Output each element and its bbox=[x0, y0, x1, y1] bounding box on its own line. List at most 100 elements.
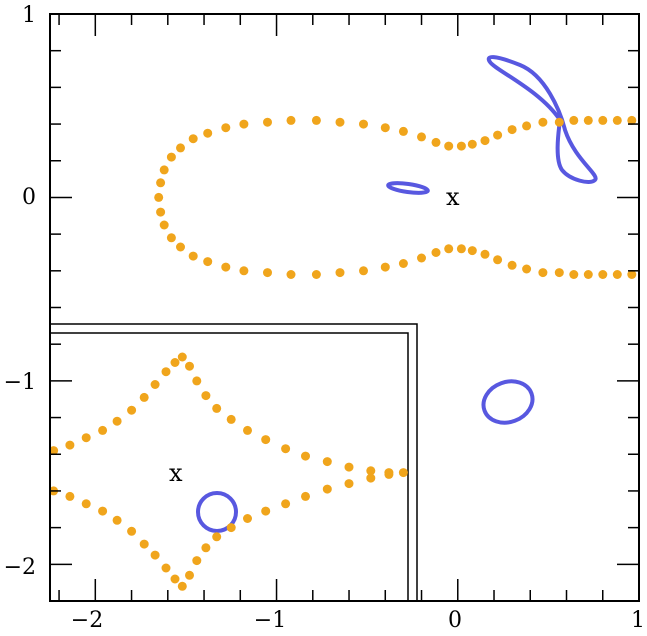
inset-caustic-point bbox=[112, 416, 122, 426]
caustic-point bbox=[263, 268, 272, 278]
inset-caustic-point bbox=[170, 358, 180, 367]
caustic-point bbox=[507, 260, 517, 270]
critical-curve-right-lower bbox=[481, 379, 535, 425]
inset-caustic-point bbox=[127, 526, 137, 536]
caustic-point bbox=[627, 115, 637, 125]
inset-caustic-point bbox=[261, 435, 271, 445]
inset-caustic-point bbox=[65, 491, 75, 501]
inset-frame-outer bbox=[50, 323, 418, 600]
inset-caustic-point bbox=[49, 446, 59, 456]
inset-caustic-point bbox=[185, 570, 194, 580]
inset-caustic-point bbox=[98, 506, 108, 516]
x-tick-label-0: 0 bbox=[448, 608, 462, 633]
y-tick-label-minus-2: −2 bbox=[4, 555, 36, 580]
y-tick-label-minus-1: −1 bbox=[4, 370, 36, 395]
inset-caustic-point bbox=[161, 563, 171, 573]
caustic-point bbox=[166, 152, 176, 162]
caustic-point bbox=[493, 130, 503, 140]
y-tick-label-0: 0 bbox=[22, 185, 36, 210]
critical-curves bbox=[196, 55, 598, 533]
critical-curve-loop-top-right bbox=[486, 55, 598, 184]
inset-caustic-point bbox=[112, 515, 122, 525]
caustic-point bbox=[467, 246, 477, 256]
inset-caustic-point bbox=[398, 468, 408, 478]
caustic-point bbox=[286, 270, 296, 279]
caustic-point bbox=[417, 132, 426, 142]
caustic-point bbox=[456, 244, 466, 254]
caustic-point bbox=[554, 268, 564, 278]
inset-frame-inner bbox=[50, 332, 409, 600]
caustic-point bbox=[431, 248, 441, 257]
caustic-point bbox=[263, 117, 272, 127]
inset-caustic-point bbox=[177, 581, 187, 591]
caustic-point bbox=[221, 262, 231, 272]
caustic-point bbox=[444, 244, 454, 254]
caustic-point bbox=[359, 266, 368, 276]
caustic-point bbox=[554, 117, 564, 127]
caustic-point bbox=[480, 249, 490, 259]
caustic-point bbox=[507, 125, 517, 135]
inset-caustic-point bbox=[170, 574, 180, 584]
source-marker-main: x bbox=[446, 183, 460, 211]
caustic-point bbox=[583, 115, 593, 125]
caustic-point bbox=[239, 119, 249, 129]
inset-caustic-point bbox=[81, 433, 91, 443]
caustic-point bbox=[598, 270, 608, 279]
critical-curve-inset bbox=[196, 491, 238, 533]
inset-caustic-point bbox=[301, 451, 310, 461]
y-tick-label-1: 1 bbox=[22, 3, 36, 28]
caustic-point bbox=[569, 270, 579, 279]
caustic-point bbox=[166, 233, 176, 243]
caustic-point bbox=[569, 115, 579, 125]
caustic-point bbox=[456, 141, 466, 151]
inset-caustic-point bbox=[384, 469, 394, 479]
inset-caustic-point bbox=[366, 473, 376, 483]
caustic-point bbox=[335, 268, 345, 278]
caustic-point bbox=[203, 257, 213, 267]
caustic-point bbox=[311, 270, 321, 279]
inset-caustic-point bbox=[185, 361, 194, 371]
caustic-point bbox=[176, 242, 185, 252]
inset-caustic-point bbox=[243, 514, 252, 523]
inset-caustic-point bbox=[366, 466, 376, 476]
caustic-point bbox=[612, 270, 622, 279]
x-tick-label-1: 1 bbox=[631, 608, 645, 633]
inset-caustic-point bbox=[139, 539, 149, 549]
inset-caustic-point bbox=[177, 352, 187, 362]
caustic-point bbox=[159, 165, 169, 175]
caustic-point bbox=[156, 178, 166, 188]
inset-caustic-point bbox=[212, 403, 222, 413]
inset-caustic-point bbox=[344, 479, 354, 489]
caustic-main bbox=[154, 115, 637, 279]
caustic-point bbox=[359, 119, 368, 129]
caustic-point bbox=[417, 253, 426, 263]
inset-caustic-point bbox=[192, 556, 202, 566]
caustic-point bbox=[493, 255, 503, 265]
inset-caustic-point bbox=[139, 392, 149, 402]
caustic-point bbox=[398, 126, 408, 136]
caustic-point bbox=[398, 259, 408, 268]
inset-caustic-point bbox=[212, 532, 222, 542]
inset-caustic-point bbox=[301, 491, 310, 501]
caustic-point bbox=[522, 121, 532, 131]
inset-caustic-point bbox=[243, 425, 252, 435]
inset-caustic-point bbox=[127, 405, 137, 415]
caustic-point bbox=[627, 270, 637, 279]
caustic-point bbox=[467, 139, 477, 149]
inset-caustic-point bbox=[65, 440, 75, 450]
x-tick-label-minus-1: −1 bbox=[254, 608, 286, 633]
caustic-point bbox=[176, 143, 185, 153]
caustic-point bbox=[311, 115, 321, 125]
axis-ticks bbox=[50, 13, 640, 602]
inset-caustic-point bbox=[322, 457, 332, 467]
inset-caustic-point bbox=[150, 380, 160, 389]
caustic-inset bbox=[49, 352, 408, 591]
inset-caustic-point bbox=[322, 484, 332, 494]
inset-caustic-point bbox=[261, 506, 271, 516]
inset-caustic-point bbox=[344, 462, 354, 472]
inset-caustic-point bbox=[150, 550, 160, 560]
caustic-point bbox=[583, 270, 593, 279]
caustic-point bbox=[159, 220, 169, 230]
caustic-point bbox=[286, 115, 296, 125]
inset-caustic-point bbox=[226, 523, 236, 533]
